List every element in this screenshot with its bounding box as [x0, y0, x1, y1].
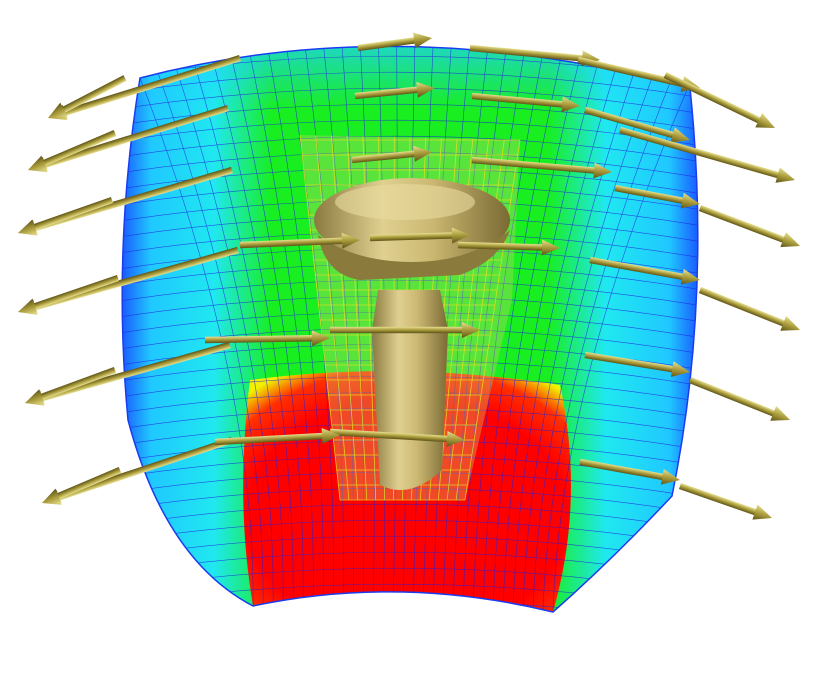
arrow-icon — [357, 32, 432, 52]
arrow-icon — [329, 428, 466, 447]
arrow-icon — [614, 184, 701, 209]
arrow-icon — [584, 106, 690, 143]
arrow-icon — [698, 205, 800, 248]
arrow-icon — [471, 156, 613, 179]
arrow-icon — [17, 274, 120, 314]
arrow-icon — [351, 145, 432, 164]
arrow-icon — [698, 287, 800, 331]
arrow-icon — [663, 72, 776, 129]
arrow-field — [17, 32, 800, 520]
arrow-icon — [619, 126, 795, 183]
arrow-icon — [584, 351, 690, 378]
arrow-icon — [27, 130, 117, 171]
arrow-icon — [41, 467, 122, 504]
arrow-icon — [369, 227, 471, 244]
arrow-icon — [589, 256, 700, 285]
arrow-icon — [688, 377, 790, 421]
arrow-icon — [471, 92, 581, 113]
arrow-icon — [678, 482, 772, 520]
arrow-icon — [579, 458, 680, 485]
arrow-icon — [214, 428, 340, 446]
arrow-icon — [204, 330, 330, 347]
arrow-icon — [48, 75, 127, 119]
arrow-icon — [25, 366, 117, 405]
arrow-icon — [239, 232, 360, 249]
arrow-icon — [457, 239, 560, 256]
arrow-icon — [18, 196, 114, 235]
arrow-icon — [330, 322, 480, 338]
arrow-icon — [354, 81, 435, 100]
